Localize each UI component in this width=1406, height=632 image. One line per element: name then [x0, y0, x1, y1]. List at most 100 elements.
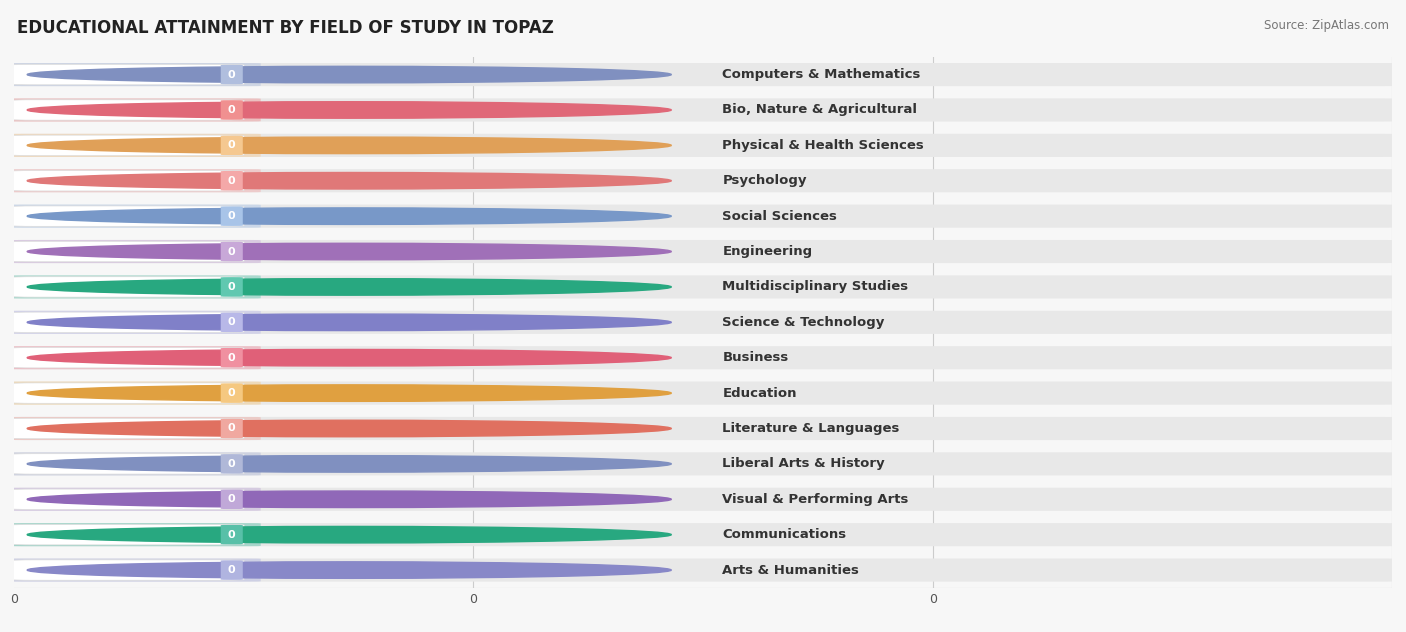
Text: 0: 0: [228, 423, 236, 434]
FancyBboxPatch shape: [11, 453, 260, 475]
FancyBboxPatch shape: [11, 454, 245, 474]
FancyBboxPatch shape: [11, 100, 245, 120]
FancyBboxPatch shape: [11, 488, 260, 511]
FancyBboxPatch shape: [11, 312, 245, 332]
Circle shape: [27, 349, 671, 366]
Circle shape: [27, 385, 671, 401]
FancyBboxPatch shape: [11, 559, 260, 581]
FancyBboxPatch shape: [11, 488, 1395, 511]
Text: EDUCATIONAL ATTAINMENT BY FIELD OF STUDY IN TOPAZ: EDUCATIONAL ATTAINMENT BY FIELD OF STUDY…: [17, 19, 554, 37]
Text: 0: 0: [228, 353, 236, 363]
FancyBboxPatch shape: [221, 64, 243, 85]
Text: 0: 0: [228, 388, 236, 398]
Text: 0: 0: [228, 176, 236, 186]
FancyBboxPatch shape: [11, 382, 1395, 404]
FancyBboxPatch shape: [11, 346, 260, 369]
Text: Physical & Health Sciences: Physical & Health Sciences: [723, 139, 924, 152]
Circle shape: [27, 420, 671, 437]
FancyBboxPatch shape: [221, 418, 243, 439]
FancyBboxPatch shape: [11, 348, 245, 368]
Text: Communications: Communications: [723, 528, 846, 541]
Text: Visual & Performing Arts: Visual & Performing Arts: [723, 493, 908, 506]
Text: 0: 0: [228, 70, 236, 80]
FancyBboxPatch shape: [11, 311, 1395, 334]
FancyBboxPatch shape: [11, 99, 1395, 121]
FancyBboxPatch shape: [11, 63, 260, 86]
Circle shape: [27, 137, 671, 154]
FancyBboxPatch shape: [11, 311, 260, 334]
FancyBboxPatch shape: [221, 100, 243, 120]
FancyBboxPatch shape: [11, 523, 1395, 546]
FancyBboxPatch shape: [221, 241, 243, 262]
FancyBboxPatch shape: [11, 134, 260, 157]
FancyBboxPatch shape: [221, 560, 243, 580]
Circle shape: [27, 173, 671, 189]
Text: Education: Education: [723, 387, 797, 399]
FancyBboxPatch shape: [11, 169, 260, 192]
Text: Social Sciences: Social Sciences: [723, 210, 837, 222]
FancyBboxPatch shape: [11, 382, 260, 404]
FancyBboxPatch shape: [11, 523, 260, 546]
Text: 0: 0: [228, 565, 236, 575]
Text: Business: Business: [723, 351, 789, 364]
FancyBboxPatch shape: [11, 489, 245, 509]
FancyBboxPatch shape: [11, 205, 260, 228]
FancyBboxPatch shape: [221, 171, 243, 191]
FancyBboxPatch shape: [11, 276, 1395, 298]
Text: 0: 0: [228, 494, 236, 504]
Text: Computers & Mathematics: Computers & Mathematics: [723, 68, 921, 81]
FancyBboxPatch shape: [11, 240, 1395, 263]
Text: Science & Technology: Science & Technology: [723, 316, 884, 329]
FancyBboxPatch shape: [11, 276, 260, 298]
Text: 0: 0: [228, 459, 236, 469]
FancyBboxPatch shape: [11, 63, 1395, 86]
FancyBboxPatch shape: [221, 135, 243, 155]
Text: Bio, Nature & Agricultural: Bio, Nature & Agricultural: [723, 104, 917, 116]
FancyBboxPatch shape: [11, 277, 245, 297]
FancyBboxPatch shape: [11, 206, 245, 226]
Circle shape: [27, 66, 671, 83]
FancyBboxPatch shape: [11, 171, 245, 191]
Circle shape: [27, 243, 671, 260]
Circle shape: [27, 491, 671, 507]
FancyBboxPatch shape: [11, 453, 1395, 475]
FancyBboxPatch shape: [11, 525, 245, 545]
Circle shape: [27, 456, 671, 472]
FancyBboxPatch shape: [221, 525, 243, 545]
Text: Arts & Humanities: Arts & Humanities: [723, 564, 859, 576]
FancyBboxPatch shape: [221, 312, 243, 332]
Circle shape: [27, 279, 671, 295]
FancyBboxPatch shape: [11, 418, 245, 439]
FancyBboxPatch shape: [221, 454, 243, 474]
Text: 0: 0: [228, 530, 236, 540]
Text: 0: 0: [228, 246, 236, 257]
Text: Liberal Arts & History: Liberal Arts & History: [723, 458, 884, 470]
FancyBboxPatch shape: [221, 348, 243, 368]
Text: Multidisciplinary Studies: Multidisciplinary Studies: [723, 281, 908, 293]
FancyBboxPatch shape: [11, 134, 1395, 157]
Text: 0: 0: [228, 317, 236, 327]
FancyBboxPatch shape: [11, 241, 245, 262]
Text: 0: 0: [228, 140, 236, 150]
FancyBboxPatch shape: [11, 99, 260, 121]
Circle shape: [27, 102, 671, 118]
FancyBboxPatch shape: [221, 277, 243, 297]
Text: 0: 0: [228, 105, 236, 115]
FancyBboxPatch shape: [11, 346, 1395, 369]
FancyBboxPatch shape: [11, 205, 1395, 228]
FancyBboxPatch shape: [11, 169, 1395, 192]
FancyBboxPatch shape: [221, 489, 243, 509]
Circle shape: [27, 314, 671, 331]
Circle shape: [27, 208, 671, 224]
FancyBboxPatch shape: [11, 417, 1395, 440]
Text: Source: ZipAtlas.com: Source: ZipAtlas.com: [1264, 19, 1389, 32]
FancyBboxPatch shape: [11, 383, 245, 403]
Circle shape: [27, 526, 671, 543]
FancyBboxPatch shape: [11, 64, 245, 85]
Text: Engineering: Engineering: [723, 245, 813, 258]
FancyBboxPatch shape: [11, 417, 260, 440]
FancyBboxPatch shape: [11, 240, 260, 263]
Circle shape: [27, 562, 671, 578]
FancyBboxPatch shape: [11, 135, 245, 155]
FancyBboxPatch shape: [11, 560, 245, 580]
